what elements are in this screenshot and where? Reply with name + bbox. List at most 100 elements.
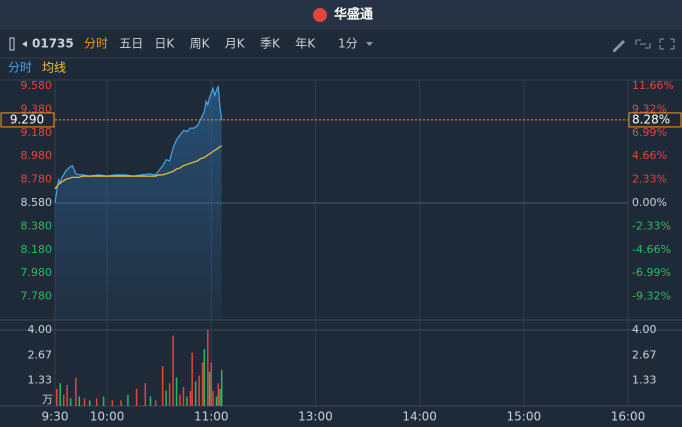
brand-logo <box>313 8 327 22</box>
y-tick-label: 1.33 <box>28 374 53 387</box>
y2-tick-label: 4.66% <box>632 149 667 162</box>
y-tick-label: 2.67 <box>28 348 53 361</box>
stock-code: 01735 <box>32 37 74 51</box>
x-tick-label: 16:00 <box>611 410 646 424</box>
y-tick-label: 9.580 <box>21 79 53 92</box>
legend-entry[interactable]: 分时 <box>8 61 32 75</box>
volume-bar <box>154 400 157 406</box>
volume-bar <box>182 387 185 406</box>
volume-bar <box>217 383 219 406</box>
volume-bar <box>194 381 197 406</box>
y2-tick-label: 2.67 <box>632 348 657 361</box>
volume-bar <box>186 396 188 406</box>
volume-bar <box>95 398 98 406</box>
volume-bar <box>172 335 174 406</box>
collapse-arrow[interactable] <box>22 41 27 47</box>
last-price-box <box>0 112 55 128</box>
y2-tick-label: -4.66% <box>632 243 671 256</box>
y2-tick-label: 4.00 <box>632 323 657 336</box>
y-tick-label: 7.780 <box>21 290 53 303</box>
tab[interactable]: 季K <box>260 37 281 51</box>
volume-bar <box>62 394 65 406</box>
y-tick-label: 4.00 <box>28 323 53 336</box>
volume-bar <box>207 330 209 406</box>
volume-bar <box>198 375 200 406</box>
volume-bar <box>127 394 129 406</box>
x-tick-label: 13:00 <box>298 410 333 424</box>
legend-entry[interactable]: 均线 <box>42 61 66 75</box>
volume-bar <box>201 362 204 406</box>
last-change-box <box>628 112 682 128</box>
y-tick-label: 8.780 <box>21 173 53 186</box>
last-price: 9.290 <box>10 112 44 126</box>
y2-tick-label: -9.32% <box>632 290 671 303</box>
y2-tick-label: 11.66% <box>632 79 674 92</box>
y-tick-label: 8.580 <box>21 196 53 209</box>
volume-bar <box>208 371 211 406</box>
y-tick-label: 9.180 <box>21 126 53 139</box>
volume-bar <box>219 388 221 406</box>
volume-bar <box>220 369 223 406</box>
y2-tick-label: 0.00% <box>632 196 667 209</box>
volume-bar <box>144 383 147 406</box>
volume-bar <box>175 377 178 406</box>
volume-bar <box>212 390 214 406</box>
y-tick-label: 8.380 <box>21 219 53 232</box>
last-change: 8.28% <box>632 112 670 126</box>
volume-unit: 万 <box>42 393 53 406</box>
interval[interactable]: 1分 <box>338 37 358 51</box>
price-line <box>54 145 223 190</box>
tab[interactable]: 年K <box>295 37 316 51</box>
volume-bar <box>161 366 164 406</box>
volume-bar <box>149 396 152 406</box>
x-tick-label: 15:00 <box>507 410 542 424</box>
price-area <box>55 86 222 320</box>
volume-bar <box>83 398 86 406</box>
volume-bar <box>179 394 181 406</box>
volume-bar <box>55 388 58 406</box>
volume-bar <box>78 396 81 406</box>
y2-tick-label: -6.99% <box>632 266 671 279</box>
tab[interactable]: 周K <box>190 37 211 51</box>
header-bar <box>0 0 682 30</box>
volume-bar <box>66 385 68 406</box>
y2-tick-label: 9.32% <box>632 102 667 115</box>
volume-bar <box>75 377 77 406</box>
interval-caret[interactable] <box>366 42 373 46</box>
price-line <box>54 85 223 204</box>
y-tick-label: 9.380 <box>21 102 53 115</box>
volume-bar <box>210 362 213 406</box>
y2-tick-label: 1.33 <box>632 374 657 387</box>
volume-bar <box>120 400 122 406</box>
volume-bar <box>191 352 193 406</box>
collapse-icon[interactable] <box>9 37 15 51</box>
x-tick-label: 11:00 <box>194 410 229 424</box>
volume-bar <box>189 390 192 406</box>
volume-bar <box>165 390 167 406</box>
y-tick-label: 8.980 <box>21 149 53 162</box>
x-tick-label: 9:30 <box>42 410 69 424</box>
volume-bar <box>102 396 105 406</box>
x-tick-label: 10:00 <box>90 410 125 424</box>
y2-tick-label: 6.99% <box>632 126 667 139</box>
tab[interactable]: 分时 <box>84 37 108 51</box>
draw-icon[interactable] <box>613 40 625 52</box>
volume-bar <box>111 400 114 406</box>
x-tick-label: 14:00 <box>402 410 437 424</box>
volume-bar <box>59 383 61 406</box>
compare-icon[interactable] <box>635 39 651 49</box>
tab[interactable]: 月K <box>225 37 246 51</box>
volume-bar <box>135 388 138 406</box>
volume-bar <box>203 349 206 406</box>
y2-tick-label: 2.33% <box>632 173 667 186</box>
volume-bar <box>69 398 72 406</box>
volume-bar <box>215 396 218 406</box>
y-tick-label: 7.980 <box>21 266 53 279</box>
y2-tick-label: -2.33% <box>632 219 671 232</box>
volume-bar <box>168 383 171 406</box>
tab[interactable]: 日K <box>154 37 175 51</box>
brand: 华盛通 <box>334 7 373 23</box>
fullscreen-icon[interactable] <box>659 38 675 50</box>
tab[interactable]: 五日 <box>119 37 143 51</box>
